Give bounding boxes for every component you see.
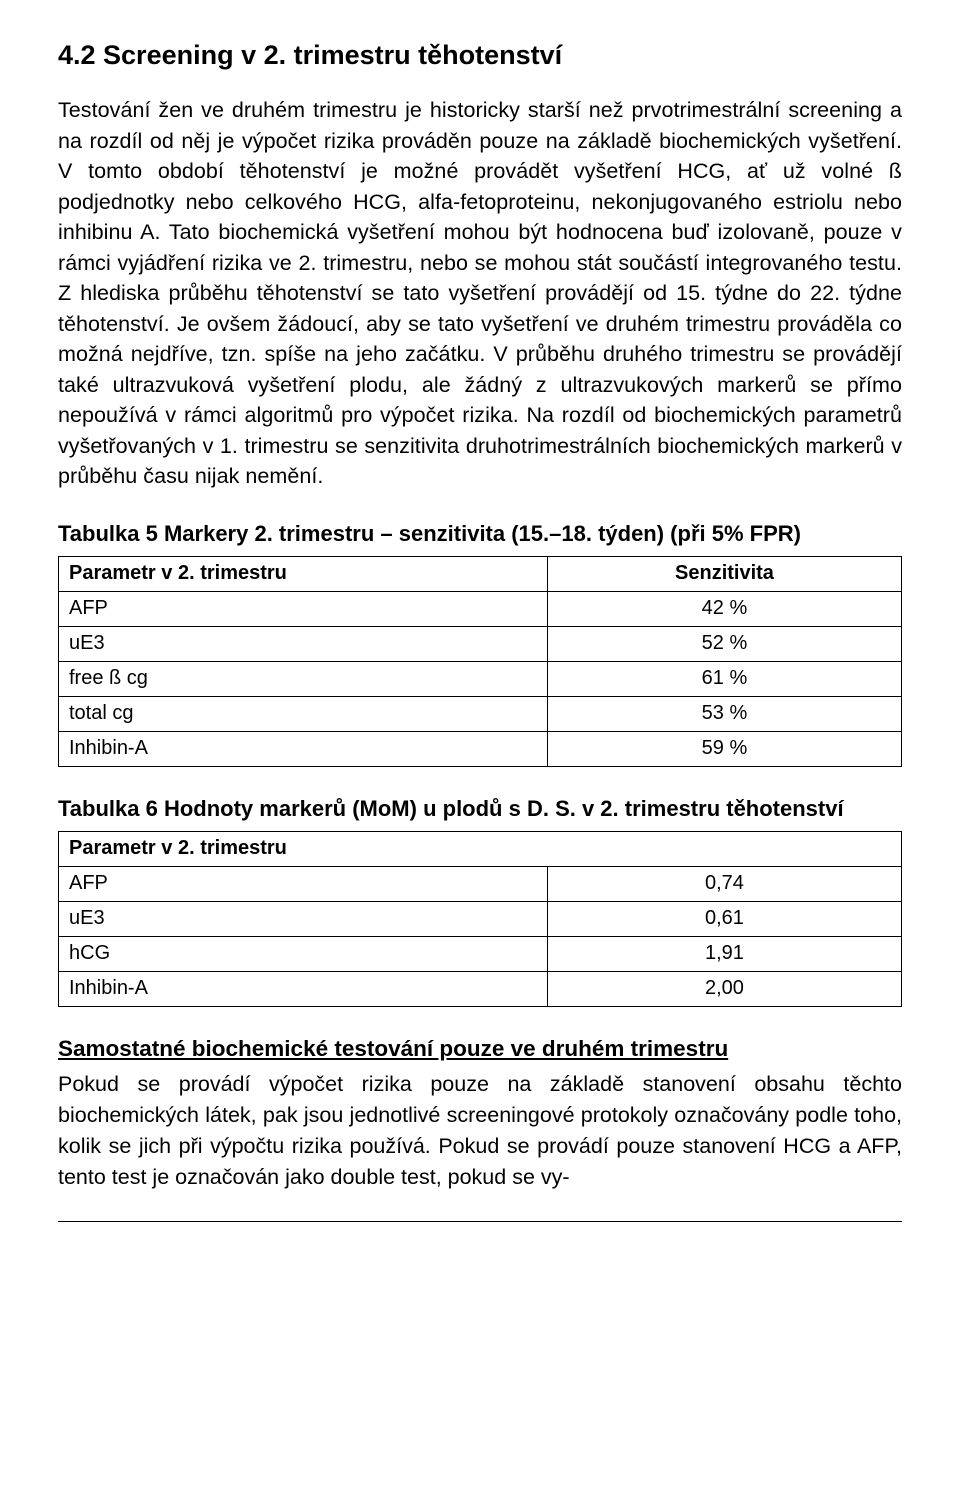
param-cell: total cg xyxy=(59,696,548,731)
table5-head-param: Parametr v 2. trimestru xyxy=(59,556,548,591)
table-row: AFP 42 % xyxy=(59,591,902,626)
param-cell: AFP xyxy=(59,866,548,901)
param-cell: uE3 xyxy=(59,901,548,936)
param-cell: free ß cg xyxy=(59,661,548,696)
value-cell: 2,00 xyxy=(547,971,901,1006)
table5: Parametr v 2. trimestru Senzitivita AFP … xyxy=(58,556,902,767)
table-row: uE3 52 % xyxy=(59,626,902,661)
table5-head-sens: Senzitivita xyxy=(547,556,901,591)
table6: Parametr v 2. trimestru AFP 0,74 uE3 0,6… xyxy=(58,831,902,1007)
table-row: Inhibin-A 2,00 xyxy=(59,971,902,1006)
value-cell: 42 % xyxy=(547,591,901,626)
table-row: hCG 1,91 xyxy=(59,936,902,971)
table6-head-param: Parametr v 2. trimestru xyxy=(59,831,902,866)
param-cell: uE3 xyxy=(59,626,548,661)
subsection-heading: Samostatné biochemické testování pouze v… xyxy=(58,1033,902,1066)
table-row: uE3 0,61 xyxy=(59,901,902,936)
footer-rule xyxy=(58,1221,902,1222)
table-header-row: Parametr v 2. trimestru Senzitivita xyxy=(59,556,902,591)
subsection-body: Pokud se provádí výpočet rizika pouze na… xyxy=(58,1069,902,1193)
value-cell: 59 % xyxy=(547,731,901,766)
table-row: AFP 0,74 xyxy=(59,866,902,901)
value-cell: 0,61 xyxy=(547,901,901,936)
param-cell: Inhibin-A xyxy=(59,731,548,766)
table-row: free ß cg 61 % xyxy=(59,661,902,696)
section-heading: 4.2 Screening v 2. trimestru těhotenství xyxy=(58,36,902,75)
table-row: total cg 53 % xyxy=(59,696,902,731)
value-cell: 1,91 xyxy=(547,936,901,971)
table6-title: Tabulka 6 Hodnoty markerů (MoM) u plodů … xyxy=(58,793,902,825)
table5-title: Tabulka 5 Markery 2. trimestru – senziti… xyxy=(58,518,902,550)
value-cell: 61 % xyxy=(547,661,901,696)
param-cell: hCG xyxy=(59,936,548,971)
table-row: Inhibin-A 59 % xyxy=(59,731,902,766)
param-cell: Inhibin-A xyxy=(59,971,548,1006)
section-body: Testování žen ve druhém trimestru je his… xyxy=(58,95,902,492)
value-cell: 52 % xyxy=(547,626,901,661)
table-header-row: Parametr v 2. trimestru xyxy=(59,831,902,866)
param-cell: AFP xyxy=(59,591,548,626)
value-cell: 0,74 xyxy=(547,866,901,901)
value-cell: 53 % xyxy=(547,696,901,731)
